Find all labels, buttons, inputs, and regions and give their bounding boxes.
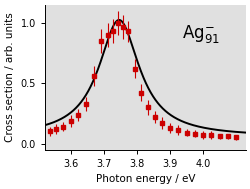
Y-axis label: Cross section / arb. units: Cross section / arb. units [5, 12, 15, 142]
Text: $\mathrm{Ag}_{91}^{-}$: $\mathrm{Ag}_{91}^{-}$ [181, 23, 219, 45]
X-axis label: Photon energy / eV: Photon energy / eV [95, 174, 194, 184]
